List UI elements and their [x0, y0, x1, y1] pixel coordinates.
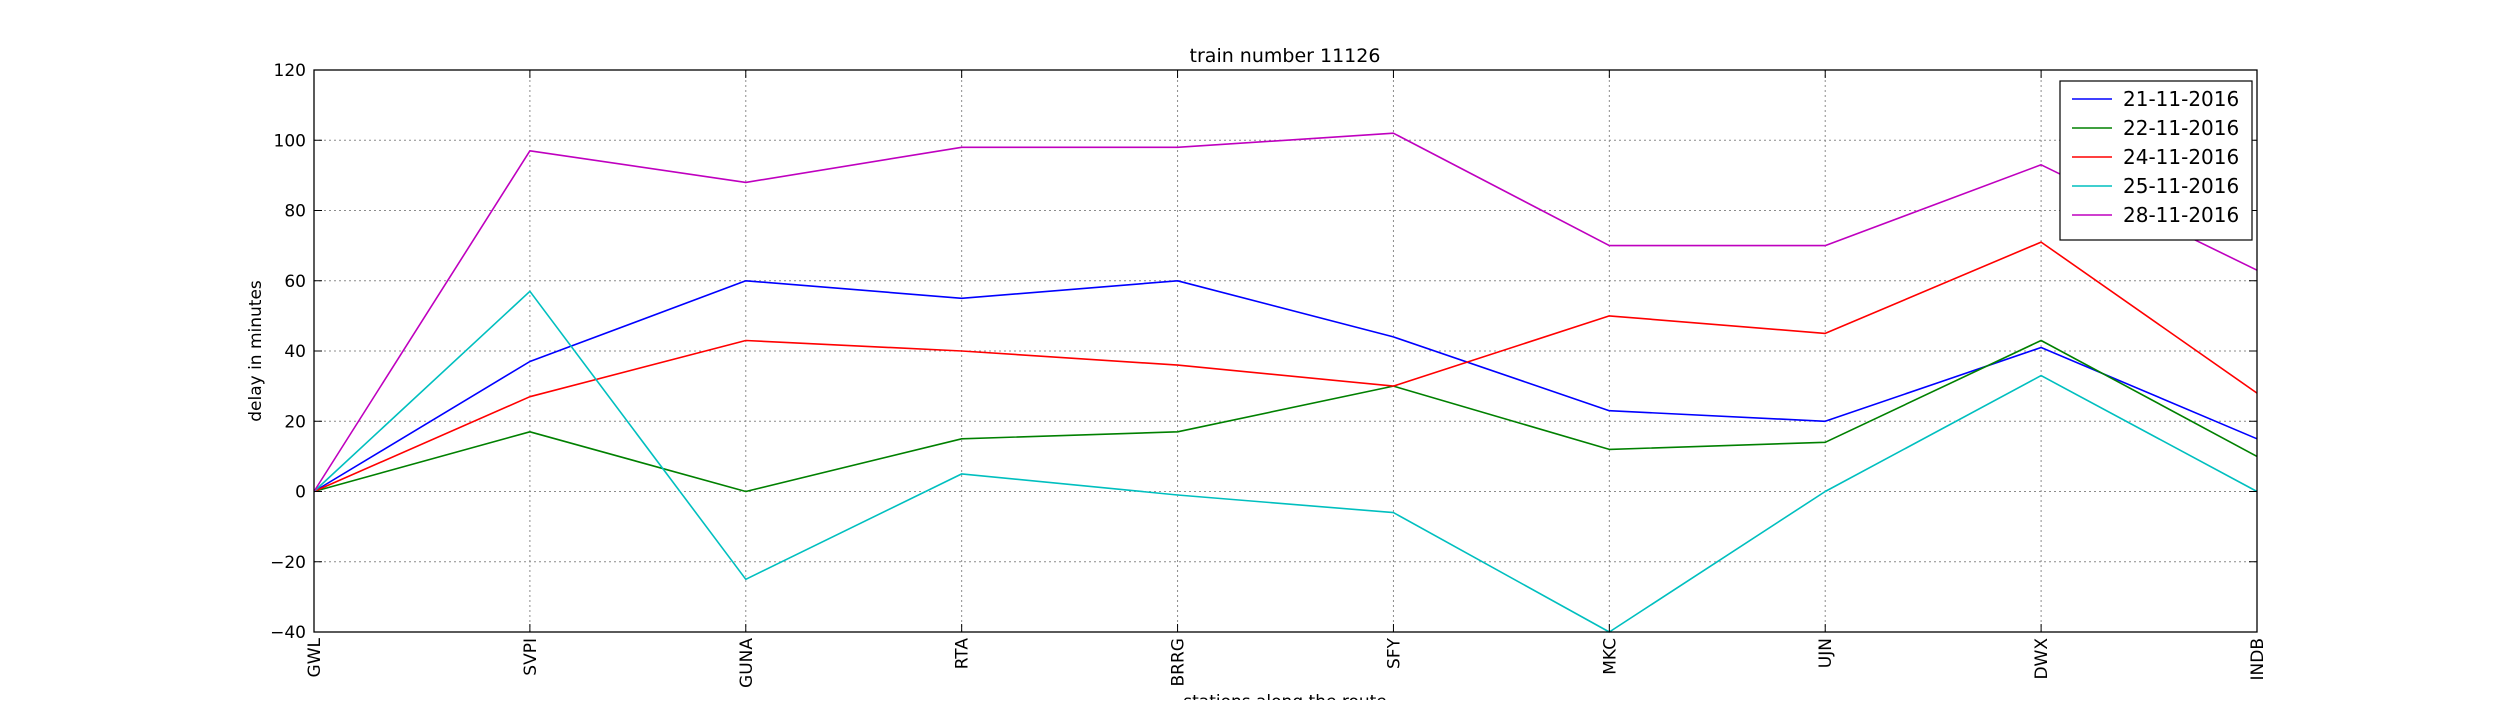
- x-tick-label: BRRG: [1169, 638, 1189, 686]
- x-tick-label: DWX: [2032, 638, 2052, 680]
- legend-box: [2059, 80, 2253, 241]
- series-lines: [313, 132, 2258, 633]
- x-tick-label: MKC: [1600, 638, 1620, 675]
- x-tick-label: RTA: [953, 638, 973, 670]
- series-line: [313, 241, 2258, 493]
- y-tick-label: 0: [295, 483, 306, 503]
- y-axis-label: delay in minutes: [246, 280, 266, 422]
- x-tick-label: INDB: [2248, 638, 2268, 680]
- x-tick-label: SFY: [1384, 637, 1404, 669]
- y-tick-label: 80: [284, 202, 306, 222]
- y-tick-label: 100: [274, 131, 306, 151]
- legend-label: 21-11-2016: [2123, 87, 2239, 111]
- legend: 21-11-2016 22-11-2016 24-11-2016 25-11-2016…: [2059, 80, 2253, 241]
- series-line: [313, 339, 2258, 493]
- y-tick-label: 60: [284, 272, 306, 292]
- series-line: [313, 132, 2258, 492]
- legend-label: 25-11-2016: [2123, 174, 2239, 198]
- x-tick-label: SVPI: [521, 638, 541, 676]
- y-tick-label: −20: [270, 553, 306, 573]
- legend-label: 22-11-2016: [2123, 116, 2239, 140]
- legend-label: 28-11-2016: [2123, 203, 2239, 227]
- x-axis-label: stations along the route: [1183, 692, 1387, 700]
- y-tick-label: 120: [274, 61, 306, 81]
- legend-label: 24-11-2016: [2123, 145, 2239, 169]
- y-tick-label: 20: [284, 412, 306, 432]
- axis-ticks: −40 −20 0 20 40 60 80 100 120 GWL SVPI GUNA RTA BRRG S…: [270, 61, 2268, 688]
- y-tick-label: −40: [270, 623, 306, 643]
- y-tick-label: 40: [284, 342, 306, 362]
- x-tick-label: GUNA: [737, 638, 757, 688]
- series-line: [313, 290, 2258, 633]
- x-tick-label: UJN: [1816, 638, 1836, 668]
- chart-title: train number 11126: [1190, 45, 1381, 67]
- series-line: [313, 279, 2258, 493]
- x-tick-label: GWL: [305, 637, 325, 677]
